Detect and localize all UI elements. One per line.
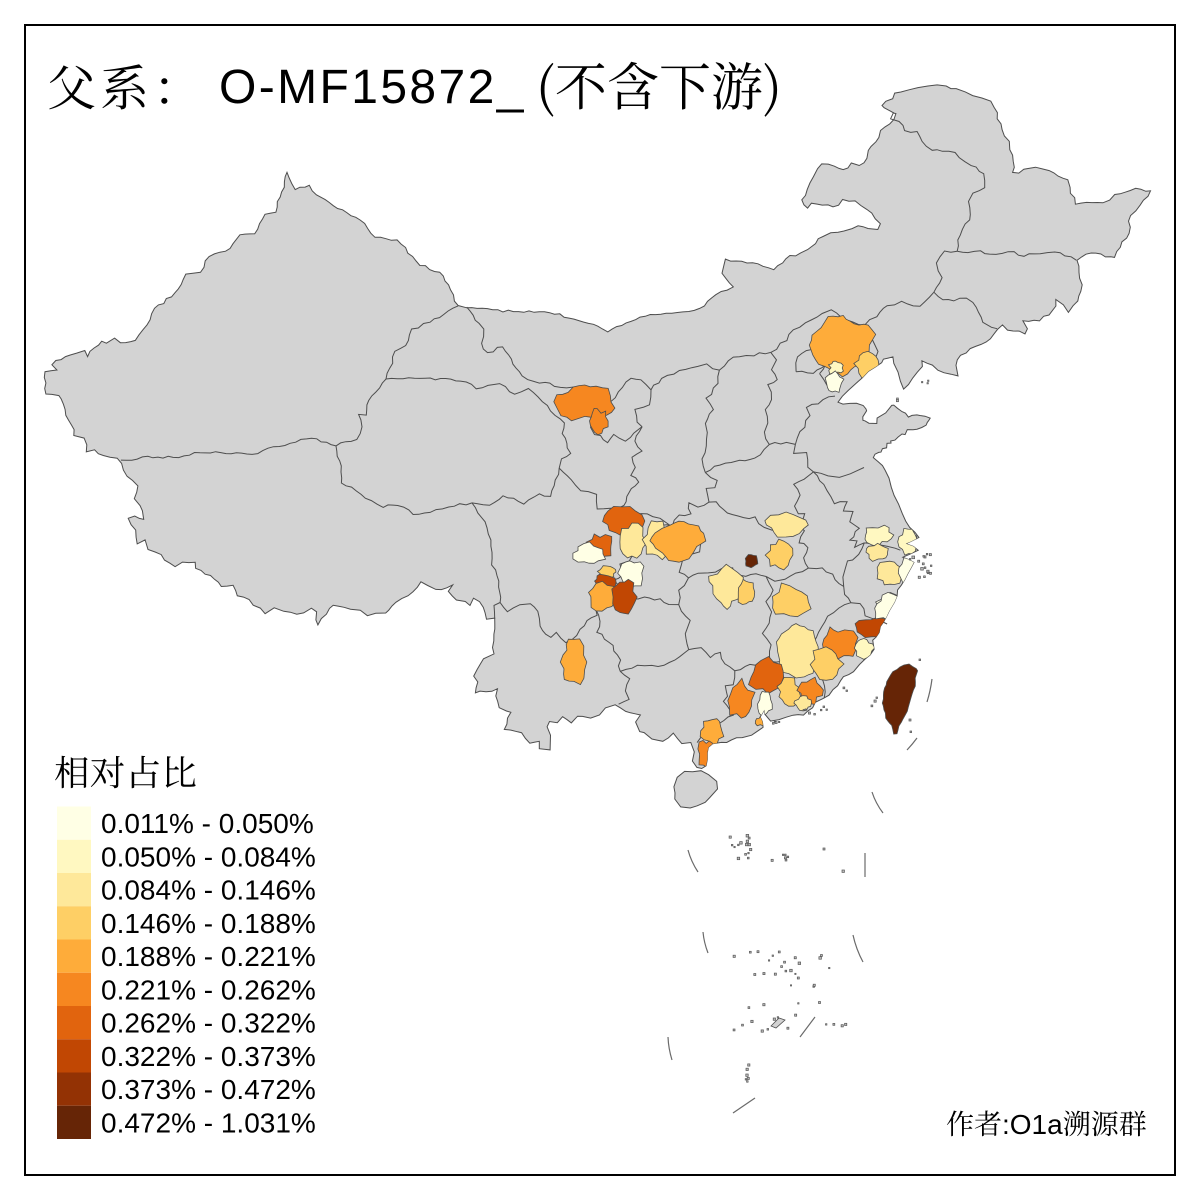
svg-text:0.262% - 0.322%: 0.262% - 0.322%	[101, 1008, 316, 1039]
svg-text:0.373% - 0.472%: 0.373% - 0.472%	[101, 1074, 316, 1105]
svg-text:0.146% - 0.188%: 0.146% - 0.188%	[101, 908, 316, 939]
svg-text::O1a: :O1a	[1002, 1109, 1063, 1140]
svg-text:0.050% - 0.084%: 0.050% - 0.084%	[101, 841, 316, 872]
svg-text:0.084% - 0.146%: 0.084% - 0.146%	[101, 875, 316, 906]
svg-text:0.221% - 0.262%: 0.221% - 0.262%	[101, 974, 316, 1005]
svg-text:0.322% - 0.373%: 0.322% - 0.373%	[101, 1041, 316, 1072]
svg-text:0.011% - 0.050%: 0.011% - 0.050%	[101, 808, 314, 839]
svg-text:O-MF15872_: O-MF15872_	[219, 61, 526, 114]
svg-text:0.188% - 0.221%: 0.188% - 0.221%	[101, 941, 316, 972]
svg-text:0.472% - 1.031%: 0.472% - 1.031%	[101, 1107, 316, 1138]
